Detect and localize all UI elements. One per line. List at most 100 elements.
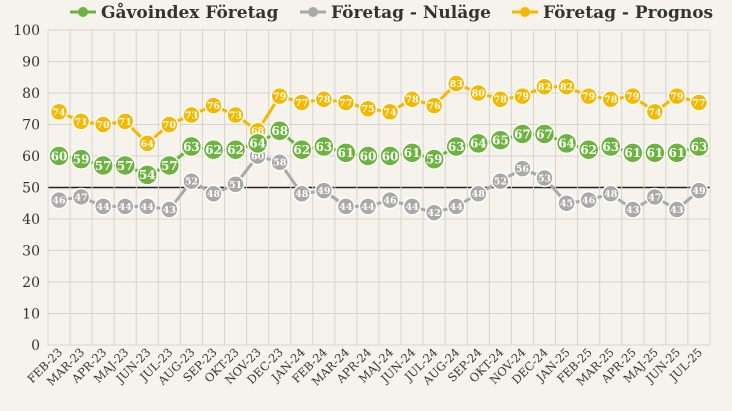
data-label: 61 [338, 146, 355, 160]
data-point [513, 86, 532, 106]
data-label: 47 [648, 192, 661, 203]
data-point [226, 105, 245, 125]
data-point [49, 102, 69, 122]
data-label: 83 [450, 79, 463, 90]
data-label: 54 [139, 168, 156, 182]
data-label: 45 [560, 199, 573, 210]
y-tick-label: 80 [22, 86, 40, 102]
data-point [424, 96, 444, 115]
data-point [645, 102, 665, 122]
data-label: 57 [117, 159, 134, 173]
data-point [246, 132, 269, 155]
data-label: 59 [426, 152, 443, 166]
y-tick-label: 40 [22, 212, 40, 228]
data-point [579, 86, 598, 106]
data-label: 44 [450, 202, 464, 213]
data-point [423, 148, 445, 170]
data-point [115, 197, 135, 216]
data-point [623, 86, 643, 106]
data-label: 79 [273, 92, 287, 103]
data-label: 77 [339, 98, 352, 109]
legend: Gåvoindex Företag Företag - Nuläge Företag… [70, 2, 713, 23]
data-point [180, 135, 203, 158]
y-tick-label: 100 [13, 23, 40, 39]
series-group: 46 47 44 44 44 43 52 48 51 60 58 48 49 44 44 46 44 42 44 48… [48, 74, 710, 222]
data-point [138, 197, 157, 216]
data-label: 79 [670, 92, 684, 103]
data-label: 79 [516, 92, 530, 103]
data-point [445, 135, 467, 158]
data-label: 64 [141, 139, 155, 150]
data-point [93, 115, 113, 134]
data-label: 77 [295, 98, 308, 109]
data-point [469, 184, 488, 204]
data-label: 43 [626, 205, 639, 216]
data-label: 48 [207, 189, 221, 200]
data-label: 82 [560, 82, 573, 93]
data-label: 60 [382, 149, 399, 163]
data-point [224, 138, 247, 161]
data-label: 62 [293, 143, 310, 157]
data-point [601, 90, 620, 109]
data-label: 60 [251, 151, 265, 162]
data-label: 64 [470, 137, 487, 151]
data-label: 60 [360, 149, 377, 163]
data-label: 64 [558, 137, 575, 151]
data-point [292, 93, 312, 112]
data-point [667, 86, 687, 106]
legend-swatch-marker [308, 7, 318, 17]
y-tick-label: 0 [31, 338, 40, 354]
data-point [599, 135, 622, 158]
data-label: 62 [205, 143, 222, 157]
data-label: 59 [73, 152, 90, 166]
data-point [92, 154, 114, 177]
data-label: 79 [582, 92, 596, 103]
data-point [357, 145, 379, 167]
legend-label: Företag - Nuläge [331, 3, 491, 23]
data-point [489, 129, 512, 151]
data-label: 44 [339, 202, 353, 213]
legend-label: Gåvoindex Företag [101, 2, 278, 23]
y-tick-label: 60 [22, 149, 40, 165]
data-label: 78 [604, 95, 618, 106]
data-label: 48 [295, 189, 309, 200]
data-point [204, 184, 223, 204]
data-label: 67 [536, 127, 553, 141]
data-label: 76 [207, 101, 221, 112]
data-point [70, 148, 92, 170]
data-point [577, 138, 600, 161]
data-label: 49 [317, 186, 331, 197]
data-point [424, 203, 444, 222]
data-point [557, 77, 576, 96]
data-label: 71 [74, 117, 87, 128]
data-point [401, 142, 423, 164]
data-point [491, 90, 510, 109]
y-tick-label: 70 [22, 118, 40, 134]
data-point [291, 138, 313, 161]
data-point [622, 142, 644, 164]
data-point [689, 181, 709, 200]
data-point [182, 105, 201, 125]
data-label: 47 [74, 192, 87, 203]
data-point [49, 190, 69, 210]
y-tick-label: 50 [22, 181, 40, 197]
data-label: 51 [229, 180, 242, 191]
data-label: 57 [161, 159, 178, 173]
data-point [535, 168, 554, 188]
data-label: 61 [669, 146, 686, 160]
y-tick-label: 30 [22, 244, 40, 260]
legend-swatch-marker [78, 7, 88, 17]
data-point [204, 96, 223, 115]
data-label: 60 [51, 149, 68, 163]
data-point [689, 93, 709, 112]
data-label: 44 [141, 202, 155, 213]
y-tick-label: 20 [22, 275, 40, 291]
data-point [158, 154, 181, 177]
data-point [114, 154, 136, 177]
data-point [467, 132, 490, 155]
data-label: 63 [183, 140, 200, 154]
data-point [202, 138, 225, 161]
data-point [292, 184, 312, 204]
data-label: 46 [383, 196, 397, 207]
data-point [93, 197, 113, 216]
